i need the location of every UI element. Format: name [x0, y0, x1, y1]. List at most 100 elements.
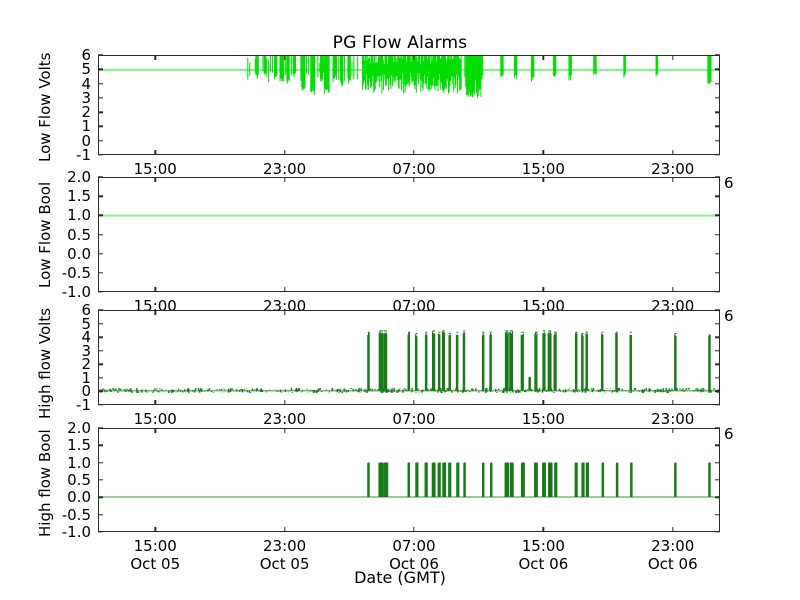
ytick-mark-right: [715, 97, 720, 99]
xtick-mark: [542, 400, 545, 405]
xtick-label: 07:00 Oct 06: [389, 537, 439, 573]
ytick-mark: [98, 350, 103, 352]
ytick-mark-right: [715, 350, 720, 352]
ytick-label: -1.0: [61, 283, 91, 301]
xaxis-label: Date (GMT): [354, 568, 446, 587]
ytick-mark: [98, 176, 103, 178]
xtick-mark-top: [672, 177, 674, 182]
xtick-mark: [283, 527, 286, 532]
panel-low-flow-bool: Low Flow Bool 6 2.0 1.5 1.0 0.5 0.0 -0.5 -1.0 1…: [36, 168, 734, 315]
ytick-mark: [98, 214, 103, 217]
ylabel-low-flow-volts: Low Flow Volts: [36, 52, 54, 163]
xtick-label: 23:00 Oct 05: [260, 537, 310, 573]
ytick-label: 1.5: [67, 187, 91, 206]
ytick-mark-right: [715, 82, 720, 85]
ytick-mark-right: [715, 54, 720, 56]
ytick-mark: [98, 195, 103, 197]
series-high-flow-volts: [99, 330, 719, 394]
ytick-mark-right: [715, 68, 720, 70]
xtick-label: 23:00: [651, 160, 694, 178]
figure-title: PG Flow Alarms: [332, 33, 468, 53]
xtick-mark: [672, 287, 674, 292]
xtick-mark-top: [413, 428, 415, 433]
xtick-mark-top: [283, 310, 286, 315]
ytick-mark-right: [715, 272, 720, 274]
ylabel-high-flow-volts: High flow Volts: [36, 307, 54, 419]
plot-area-low-flow-bool: [99, 178, 719, 291]
ytick-mark-right: [715, 252, 720, 255]
ytick-mark-right: [715, 479, 720, 481]
ytick-mark: [98, 291, 103, 293]
xtick-label: 15:00: [134, 410, 177, 428]
ytick-label: 2.0: [67, 168, 91, 186]
axes-high-flow-bool: [98, 428, 720, 532]
ytick-mark: [98, 390, 103, 393]
xtick-label: 15:00: [522, 410, 565, 428]
xtick-time: 15:00: [521, 410, 565, 428]
series-low-flow-volts: [99, 56, 719, 98]
ytick-mark: [98, 531, 103, 533]
edge-label-artifact-panel4: 6: [724, 425, 734, 443]
ytick-label: 3: [81, 341, 91, 360]
ytick-mark: [98, 82, 103, 85]
ytick-mark-right: [715, 496, 720, 499]
ytick-label: 0.0: [67, 244, 91, 263]
ytick-label: 4: [81, 74, 91, 93]
xtick-time: 15:00: [133, 537, 177, 555]
ytick-mark: [98, 97, 103, 99]
xtick-date: Oct 05: [130, 555, 181, 573]
xtick-mark: [672, 527, 674, 532]
xtick-mark: [283, 150, 286, 155]
ytick-label: -1: [76, 396, 91, 414]
ytick-label: 0: [81, 382, 91, 401]
xtick-time: 23:00: [651, 160, 695, 178]
xtick-mark: [154, 527, 156, 532]
xtick-time: 07:00: [392, 537, 436, 555]
xtick-mark: [542, 150, 545, 155]
ytick-mark: [98, 336, 103, 338]
ylabel-low-flow-bool: Low Flow Bool: [36, 181, 54, 288]
axes-high-flow-volts: [98, 310, 720, 405]
ytick-label: 0.5: [67, 225, 91, 244]
ytick-mark: [98, 479, 103, 481]
ytick-label: -1.0: [61, 523, 91, 541]
ytick-label: 1: [81, 117, 91, 136]
ytick-mark-right: [715, 404, 720, 406]
xtick-mark-top: [283, 55, 286, 60]
ytick-label: 1: [81, 368, 91, 387]
xtick-mark-top: [542, 177, 545, 182]
ylabel-high-flow-bool: High flow Bool: [36, 429, 54, 538]
ytick-mark: [98, 377, 103, 379]
xtick-mark: [413, 400, 415, 405]
xtick-time: 15:00: [521, 537, 565, 555]
ytick-mark: [98, 427, 103, 429]
ytick-label: 0.0: [67, 488, 91, 507]
ytick-mark-right: [715, 309, 720, 311]
xtick-date: Oct 06: [518, 555, 569, 573]
xtick-mark-top: [413, 55, 415, 60]
xtick-label: 15:00 Oct 05: [130, 537, 180, 573]
plot-area-high-flow-bool: [99, 429, 719, 531]
xtick-label: 23:00: [651, 410, 694, 428]
ytick-label: -1: [76, 146, 91, 164]
xtick-mark-top: [542, 310, 545, 315]
series-high-flow-bool: [99, 462, 719, 498]
xtick-label: 07:00: [392, 160, 435, 178]
ytick-mark-right: [715, 390, 720, 393]
xtick-mark: [413, 527, 415, 532]
xtick-mark-top: [542, 55, 545, 60]
xtick-mark-top: [672, 428, 674, 433]
ytick-label: -0.5: [61, 505, 91, 524]
ytick-mark: [98, 111, 103, 113]
ytick-label: 2: [81, 103, 91, 122]
ytick-mark-right: [715, 125, 720, 128]
xtick-mark: [154, 400, 156, 405]
ytick-mark-right: [715, 531, 720, 533]
xtick-mark: [283, 400, 286, 405]
ytick-mark: [98, 322, 103, 325]
axes-low-flow-bool: [98, 177, 720, 292]
xtick-mark-top: [542, 428, 545, 433]
ytick-label: 0.5: [67, 471, 91, 489]
ytick-label: 1.0: [67, 206, 91, 225]
ytick-label: 6: [81, 46, 91, 64]
